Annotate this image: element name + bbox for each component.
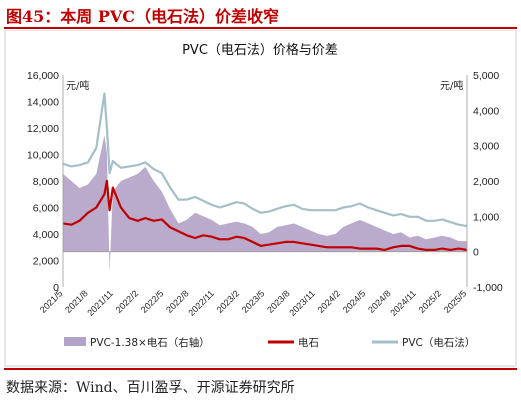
left-tick-label: 10,000	[27, 150, 59, 162]
x-tick-label: 2024/11	[388, 288, 418, 318]
x-tick-label: 2022/11	[186, 288, 216, 318]
chart-frame	[4, 30, 517, 367]
x-tick-label: 2021/11	[85, 288, 115, 318]
source-note: 数据来源：Wind、百川盈孚、开源证券研究所	[6, 380, 295, 396]
left-tick-label: 0	[53, 282, 59, 294]
right-tick-label: 3,000	[473, 141, 499, 153]
x-axis: 2021/52021/82021/112022/22022/52022/8202…	[38, 288, 469, 318]
x-tick-label: 2025/2	[417, 288, 444, 315]
x-tick-label: 2024/2	[316, 288, 343, 315]
chart: PVC（电石法）价格与价差 元/吨 元/吨 0 2,000 4,000 6,000 8,…	[4, 30, 517, 367]
x-tick-label: 2023/2	[215, 288, 242, 315]
left-tick-label: 2,000	[33, 256, 59, 268]
spread-area	[63, 135, 467, 273]
left-axis-unit: 元/吨	[66, 79, 89, 92]
source-rule	[4, 368, 517, 370]
plot-area	[62, 75, 468, 287]
left-tick-label: 6,000	[33, 203, 59, 215]
left-axis: 0 2,000 4,000 6,000 8,000 10,000 12,000 14,000 1…	[27, 70, 59, 294]
legend-label: PVC-1.38×电石（右轴）	[90, 336, 210, 349]
legend: PVC-1.38×电石（右轴） 电石 PVC（电石法）	[64, 336, 475, 349]
legend-label: PVC（电石法）	[402, 336, 475, 349]
x-tick-label: 2023/5	[240, 288, 267, 315]
title-rule	[4, 27, 517, 29]
right-tick-label: 4,000	[473, 105, 499, 117]
left-tick-label: 4,000	[33, 229, 59, 241]
x-tick-label: 2024/5	[341, 288, 368, 315]
left-tick-label: 16,000	[27, 70, 59, 82]
x-tick-label: 2022/5	[139, 288, 166, 315]
legend-swatch-spread	[64, 337, 86, 346]
pvc-line	[62, 92, 468, 228]
left-tick-label: 8,000	[33, 176, 59, 188]
x-tick-label: 2021/5	[38, 288, 65, 315]
x-tick-label: 2023/11	[287, 288, 317, 318]
right-tick-label: -1,000	[473, 282, 503, 294]
left-tick-label: 12,000	[27, 123, 59, 135]
legend-label: 电石	[298, 336, 319, 349]
right-tick-label: 0	[473, 247, 479, 259]
right-tick-label: 5,000	[473, 70, 499, 82]
right-tick-label: 1,000	[473, 211, 499, 223]
figure-title: 图45：本周 PVC（电石法）价差收窄	[6, 7, 280, 26]
right-tick-label: 2,000	[473, 176, 499, 188]
x-tick-label: 2025/5	[442, 288, 469, 315]
calcium-carbide-line	[62, 179, 468, 251]
chart-title: PVC（电石法）价格与价差	[182, 42, 338, 58]
left-tick-label: 14,000	[27, 97, 59, 109]
x-tick-label: 2022/2	[114, 288, 141, 315]
right-axis: -1,000 0 1,000 2,000 3,000 4,000 5,000	[473, 70, 503, 294]
right-axis-unit: 元/吨	[440, 79, 463, 92]
